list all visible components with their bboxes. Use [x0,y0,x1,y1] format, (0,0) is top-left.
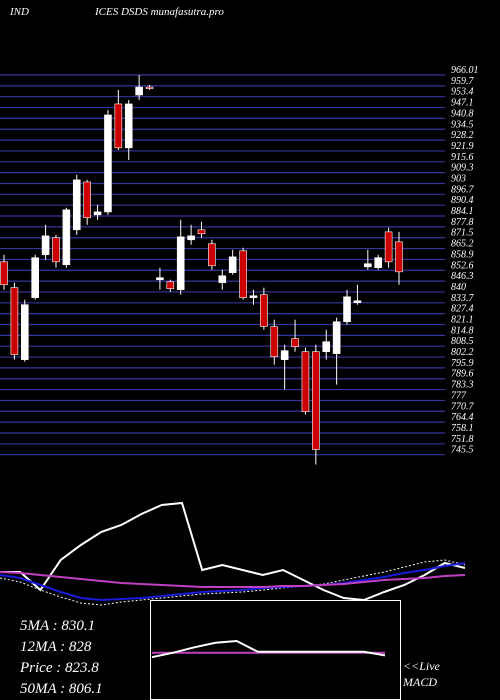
candle-body [41,235,50,256]
candle-body [353,300,362,303]
indicator-line [0,562,466,602]
candle-body [374,257,383,268]
y-tick-label: 921.9 [451,141,474,152]
y-tick-label: 814.8 [451,325,474,336]
candle-body [270,326,279,358]
candle-body [114,103,123,149]
y-tick-label: 959.7 [451,76,475,87]
y-tick-label: 903 [451,173,466,184]
candle-body [135,86,143,96]
candle-body [364,263,372,268]
candle-body [124,103,133,149]
ma-label: Price : 823.8 [19,660,99,676]
candle-body [104,114,112,213]
indicator-line [0,559,466,606]
candle-body [343,296,351,323]
y-tick-label: 846.3 [451,271,474,282]
y-tick-label: 840 [451,282,466,293]
candle-body [52,237,60,263]
y-tick-label: 802.2 [451,347,474,358]
candle-body [301,351,310,412]
candle-body [208,243,216,267]
candle-body [249,295,258,298]
y-tick-label: 808.5 [451,336,474,347]
y-tick-label: 871.5 [451,228,474,239]
macd-box [150,600,401,700]
candle-body [145,86,154,89]
candle-body [156,277,164,281]
header-title: ICES DSDS munafasutra.pro [94,6,224,18]
indicator-line [0,501,466,602]
candle-body [187,235,195,241]
candle-body [176,236,185,291]
candle-body [0,261,8,286]
y-tick-label: 877.8 [451,217,474,228]
y-tick-label: 751.8 [451,434,474,445]
y-tick-label: 833.7 [451,293,475,304]
candle-body [384,231,393,263]
ma-label: 50MA : 806.1 [20,681,103,697]
candle-body [395,241,403,273]
candle-body [260,294,268,327]
candle-body [228,256,237,273]
candle-body [291,338,299,348]
y-tick-label: 777 [451,390,467,401]
candle-body [322,341,331,353]
y-tick-label: 915.6 [451,152,474,163]
candle-body [93,211,102,216]
candle-body [20,304,29,360]
y-tick-label: 852.6 [451,260,474,271]
y-tick-label: 758.1 [451,423,474,434]
y-tick-label: 770.7 [451,401,475,412]
ma-label: 12MA : 828 [20,639,92,655]
candle-body [62,209,71,266]
candle-body [312,351,320,450]
candle-body [239,250,247,298]
macd-label: <<Live [403,659,441,673]
y-tick-label: 827.4 [451,304,474,315]
candle-body [83,181,91,219]
y-tick-label: 947.1 [451,98,474,109]
candle-body [166,281,175,289]
y-tick-label: 789.6 [451,369,474,380]
y-tick-label: 821.1 [451,315,474,326]
y-tick-label: 966.01 [451,65,479,76]
y-tick-label: 953.4 [451,87,474,98]
indicator-line [0,571,466,588]
candle-body [197,229,206,235]
candle-body [10,287,19,355]
y-tick-label: 858.9 [451,249,474,260]
candle-body [218,275,227,283]
macd-label: MACD [402,675,437,689]
y-tick-label: 909.3 [451,163,474,174]
y-tick-label: 745.5 [451,445,474,456]
ma-label: 5MA : 830.1 [20,618,95,634]
header-left: IND [9,6,29,18]
y-tick-label: 764.4 [451,412,474,423]
y-tick-label: 896.7 [451,184,475,195]
candle-body [332,321,341,354]
y-tick-label: 795.9 [451,358,474,369]
y-tick-label: 890.4 [451,195,474,206]
candle-body [72,179,81,231]
y-tick-label: 940.8 [451,108,474,119]
y-tick-label: 783.3 [451,380,474,391]
indicator-line [151,639,386,659]
y-tick-label: 934.5 [451,119,474,130]
candle-body [31,257,39,298]
y-tick-label: 884.1 [451,206,474,217]
candle-body [280,350,289,360]
y-tick-label: 865.2 [451,239,474,250]
y-tick-label: 928.2 [451,130,474,141]
